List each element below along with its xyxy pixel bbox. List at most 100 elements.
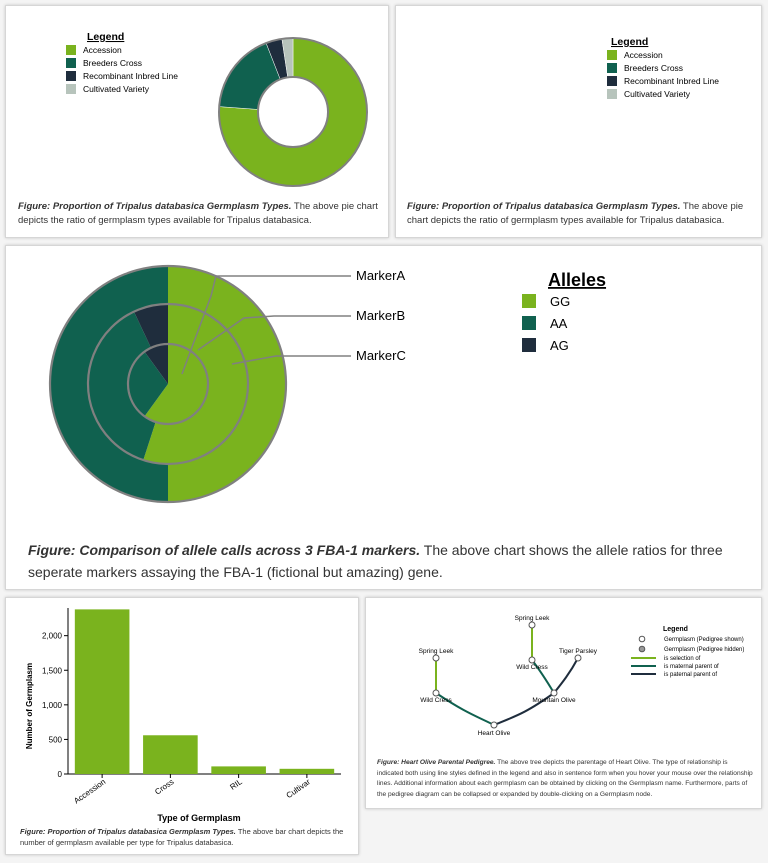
node-label-mountain-olive[interactable]: Mountain Olive xyxy=(532,697,576,704)
pedigree-caption-bold: Figure: Heart Olive Parental Pedigree. xyxy=(377,759,496,766)
pie-legend-label-0: Accession xyxy=(624,50,663,60)
node-tiger-parsley[interactable] xyxy=(574,654,582,662)
bar-marks xyxy=(74,609,335,774)
donut-legend-swatch-2 xyxy=(66,71,76,81)
node-mountain-olive[interactable] xyxy=(550,689,558,697)
ring-label-markerb: MarkerB xyxy=(356,308,405,323)
node-label-wild-cress-right[interactable]: Wild Cress xyxy=(516,664,548,671)
donut-slices xyxy=(218,37,368,187)
pedigree-legend: Legend Germplasm (Pedigree shown) Germpl… xyxy=(631,626,744,678)
bar-x-tick-label-2: RIL xyxy=(228,777,244,792)
donut-legend-label-1: Breeders Cross xyxy=(83,58,142,68)
allele-caption: Figure: Comparison of allele calls acros… xyxy=(28,539,748,583)
donut-legend-title: Legend xyxy=(87,31,124,43)
bar-caption-rest: The above bar chart depicts the number o… xyxy=(20,827,344,847)
node-label-tiger-parsley[interactable]: Tiger Parsley xyxy=(559,648,598,655)
pie-caption-rest: The above pie chart depicts the ratio of… xyxy=(407,201,744,226)
pie-chart-panel: Legend Accession Breeders Cross Recombinan… xyxy=(395,5,762,238)
donut-legend-label-2: Recombinant Inbred Line xyxy=(83,71,178,81)
ring-markerc-slice-2[interactable] xyxy=(144,344,168,384)
node-label-spring-leek-top[interactable]: Spring Leek xyxy=(515,615,550,622)
bar-caption: Figure: Proportion of Tripalus databasic… xyxy=(20,826,350,848)
ring-markera-slice-1[interactable] xyxy=(50,266,168,502)
allele-legend: GG AA AG xyxy=(522,294,570,353)
node-spring-leek-left[interactable] xyxy=(432,654,440,662)
allele-chart: MarkerA MarkerB MarkerC Alleles GG AA AG xyxy=(48,264,606,504)
ring-markerb-slice-2[interactable] xyxy=(133,304,168,348)
donut-legend-label-3: Cultivated Variety xyxy=(83,84,150,94)
link-paternal-mountain-heart[interactable] xyxy=(493,692,555,726)
pie-legend-label-3: Cultivated Variety xyxy=(624,89,691,99)
link-maternal-wild-heart[interactable] xyxy=(435,692,495,726)
bar-caption-bold: Figure: Proportion of Tripalus databasic… xyxy=(20,827,236,836)
allele-legend-swatch-0 xyxy=(522,294,536,308)
allele-caption-bold: Figure: Comparison of allele calls acros… xyxy=(28,542,421,558)
donut-legend-swatch-0 xyxy=(66,45,76,55)
node-wild-cress-right[interactable] xyxy=(528,656,536,664)
donut-chart-panel: Legend Accession Breeders Cross Recombinan… xyxy=(5,5,389,238)
allele-chart-panel: MarkerA MarkerB MarkerC Alleles GG AA AG Fig… xyxy=(5,245,762,590)
allele-leader-lines: MarkerA MarkerB MarkerC xyxy=(181,268,406,375)
bar-x-tick-label-1: Cross xyxy=(153,777,175,796)
allele-legend-label-2: AG xyxy=(550,338,569,353)
donut-legend-swatch-3 xyxy=(66,84,76,94)
node-label-spring-leek-left[interactable]: Spring Leek xyxy=(419,648,454,655)
bar-ril[interactable] xyxy=(211,766,266,774)
pie-legend: Accession Breeders Cross Recombinant Inbre… xyxy=(607,50,719,99)
node-label-wild-cress-left[interactable]: Wild Cress xyxy=(420,697,452,704)
allele-legend-label-0: GG xyxy=(550,294,570,309)
pie-chart: Legend Accession Breeders Cross Recombinan… xyxy=(607,36,719,99)
donut-outer-border xyxy=(218,37,368,187)
donut-caption-bold: Figure: Proportion of Tripalus databasic… xyxy=(18,201,292,212)
link-paternal-tiger-mountain[interactable] xyxy=(553,657,579,694)
ring-markerc-slice-0[interactable] xyxy=(144,344,208,424)
bar-chart-panel: 0 500 1,000 1,500 2,000 Accession Cross RIL Cult… xyxy=(5,597,359,855)
bar-accession[interactable] xyxy=(74,609,130,774)
legend-node-shown-icon xyxy=(638,635,646,643)
legend-item-2: is selection of xyxy=(664,656,701,662)
leader-markerc xyxy=(231,355,351,365)
node-label-heart-olive[interactable]: Heart Olive xyxy=(478,730,511,737)
donut-legend-swatch-1 xyxy=(66,58,76,68)
pie-legend-label-2: Recombinant Inbred Line xyxy=(624,76,719,86)
ring-border-1 xyxy=(86,302,250,466)
pie-legend-label-1: Breeders Cross xyxy=(624,63,683,73)
pedigree-panel: Spring Leek Spring Leek Wild Cress Wild … xyxy=(365,597,762,809)
allele-legend-swatch-1 xyxy=(522,316,536,330)
pedigree-links xyxy=(435,625,579,726)
node-heart-olive[interactable] xyxy=(490,721,498,729)
ring-markera-slice-0[interactable] xyxy=(168,266,286,502)
legend-item-4: is paternal parent of xyxy=(664,672,717,678)
donut-legend-label-0: Accession xyxy=(83,45,122,55)
bar-cross[interactable] xyxy=(143,735,198,774)
ring-markerc-slice-1[interactable] xyxy=(127,351,168,417)
ring-markerb-slice-1[interactable] xyxy=(87,311,156,461)
pie-legend-swatch-1 xyxy=(607,63,617,73)
pedigree-caption: Figure: Heart Olive Parental Pedigree. T… xyxy=(377,758,753,800)
bar-y-axis-label: Number of Germplasm xyxy=(25,663,34,749)
bar-y-tick-label-4: 2,000 xyxy=(42,632,63,641)
node-spring-leek-top[interactable] xyxy=(528,621,536,629)
donut-caption: Figure: Proportion of Tripalus databasic… xyxy=(18,200,380,228)
donut-legend: Accession Breeders Cross Recombinant Inbre… xyxy=(66,45,178,94)
pie-caption: Figure: Proportion of Tripalus databasic… xyxy=(407,200,755,228)
bar-y-tick-label-0: 0 xyxy=(58,770,63,779)
bar-cultivar[interactable] xyxy=(279,768,335,774)
pie-legend-swatch-2 xyxy=(607,76,617,86)
allele-legend-swatch-2 xyxy=(522,338,536,352)
legend-item-3: is maternal parent of xyxy=(664,664,719,670)
node-wild-cress-left[interactable] xyxy=(432,689,440,697)
pedigree-caption-rest: The above tree depicts the parentage of … xyxy=(377,759,753,798)
legend-item-0: Germplasm (Pedigree shown) xyxy=(664,637,744,643)
ring-border-2 xyxy=(126,342,210,426)
donut-chart: Legend Accession Breeders Cross Recombinan… xyxy=(66,31,368,187)
legend-node-hidden-icon xyxy=(638,645,646,653)
pedigree-nodes: Spring Leek Spring Leek Wild Cress Wild … xyxy=(419,615,598,737)
bar-y-tick-label-1: 500 xyxy=(49,735,63,744)
ring-border-0 xyxy=(48,264,288,504)
pie-caption-bold: Figure: Proportion of Tripalus databasic… xyxy=(407,201,681,212)
bar-x-tick-label-3: Cultivar xyxy=(285,777,313,800)
allele-legend-title: Alleles xyxy=(548,270,606,290)
leader-markerb xyxy=(197,315,351,351)
donut-inner-border xyxy=(257,76,329,148)
